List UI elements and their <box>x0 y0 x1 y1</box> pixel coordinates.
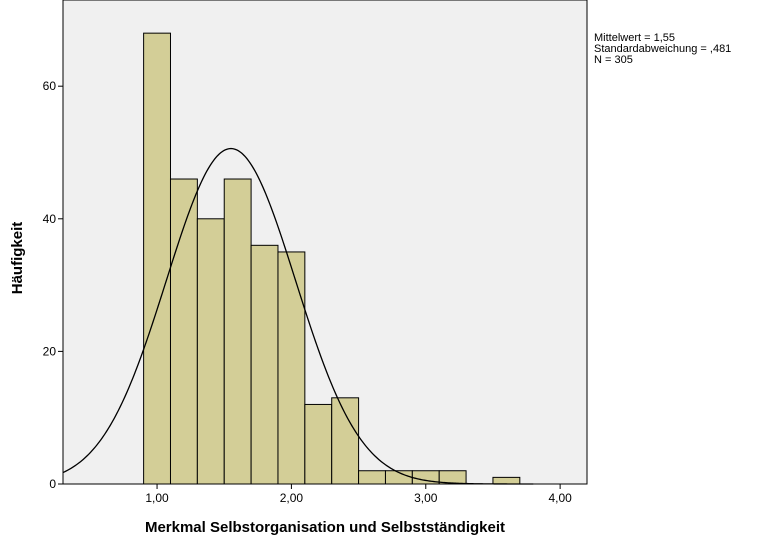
legend-mean: Mittelwert = 1,55 <box>594 32 676 44</box>
y-tick-label: 0 <box>49 477 56 491</box>
x-tick-label: 3,00 <box>414 491 438 505</box>
y-axis-ticks: 0 20 40 60 <box>43 79 63 491</box>
y-tick-label: 60 <box>43 79 57 93</box>
y-tick-label: 40 <box>43 212 57 226</box>
histogram-bar <box>304 403 333 485</box>
histogram-bar <box>331 397 360 485</box>
x-tick-label: 2,00 <box>280 491 304 505</box>
legend-sd: Standardabweichung = ,481 <box>594 43 732 55</box>
legend-n: N = 305 <box>594 54 633 66</box>
y-tick-label: 20 <box>43 344 57 358</box>
histogram-bar <box>196 218 225 485</box>
histogram-bar <box>492 476 521 485</box>
histogram-bar <box>250 244 279 485</box>
x-axis-ticks: 1,00 2,00 3,00 4,00 <box>145 484 572 505</box>
statistics-legend: Mittelwert = 1,55 Standardabweichung = ,… <box>594 33 766 66</box>
histogram-bar <box>143 32 171 485</box>
y-axis-title: Häufigkeit <box>9 222 26 295</box>
x-tick-label: 4,00 <box>548 491 572 505</box>
normal-distribution-curve <box>62 147 534 485</box>
histogram-bar <box>277 251 306 485</box>
histogram-bar <box>358 470 386 485</box>
x-axis-title: Merkmal Selbstorganisation und Selbststä… <box>145 519 505 536</box>
histogram-bar <box>438 470 467 485</box>
histogram-bar <box>223 178 252 485</box>
x-tick-label: 1,00 <box>145 491 169 505</box>
histogram-bars <box>143 32 521 485</box>
histogram-bar <box>169 178 198 485</box>
